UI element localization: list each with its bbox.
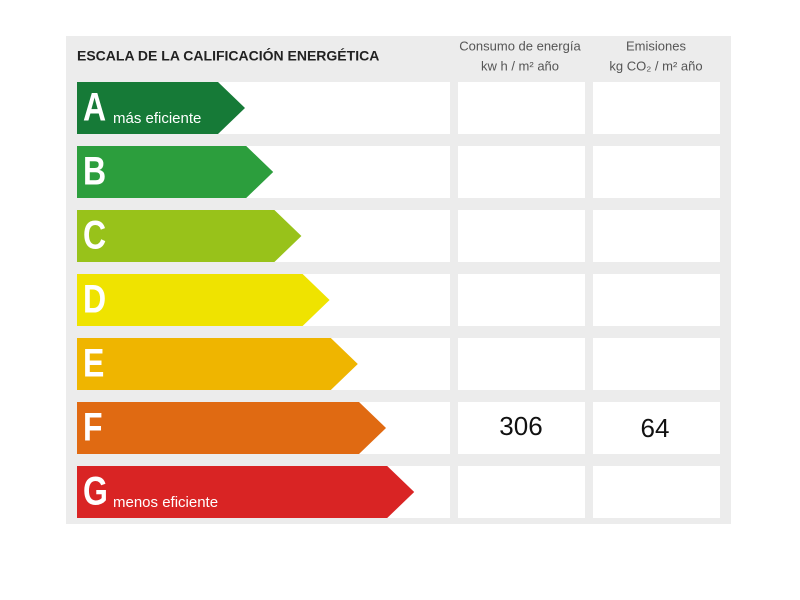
value-cell: [458, 402, 585, 454]
title: ESCALA DE LA CALIFICACIÓN ENERGÉTICA: [77, 47, 379, 64]
value-cell: [593, 146, 720, 198]
value-cell: [458, 466, 585, 518]
rating-arrow: [77, 402, 386, 454]
value-cell: [458, 146, 585, 198]
value-cell: [593, 82, 720, 134]
column-unit: kg CO₂ / m² año: [609, 58, 702, 73]
value-cell: [593, 466, 720, 518]
value-cell: [458, 82, 585, 134]
consumption-value: 306: [499, 411, 542, 441]
value-cell: [593, 338, 720, 390]
rating-letter: G: [83, 468, 108, 513]
column-unit: kw h / m² año: [481, 58, 559, 73]
rating-arrow: [77, 274, 330, 326]
rating-arrow: [77, 146, 274, 198]
column-header: Emisiones: [626, 38, 686, 53]
value-cell: [593, 402, 720, 454]
value-cell: [458, 210, 585, 262]
rating-letter: C: [83, 212, 106, 257]
rating-letter: B: [83, 148, 106, 193]
rating-label: más eficiente: [113, 110, 201, 127]
value-cell: [593, 210, 720, 262]
rating-arrow: [77, 82, 245, 134]
column-header: Consumo de energía: [459, 38, 581, 53]
rating-arrow: [77, 210, 302, 262]
value-cell: [593, 274, 720, 326]
value-cell: [458, 274, 585, 326]
rating-letter: F: [83, 404, 103, 449]
rating-letter: A: [83, 84, 106, 129]
rating-letter: D: [83, 276, 106, 321]
rating-label: menos eficiente: [113, 494, 218, 511]
rating-arrow: [77, 338, 358, 390]
emissions-value: 64: [641, 413, 670, 443]
rating-arrow: [77, 466, 415, 518]
rating-letter: E: [83, 340, 104, 385]
value-cell: [458, 338, 585, 390]
